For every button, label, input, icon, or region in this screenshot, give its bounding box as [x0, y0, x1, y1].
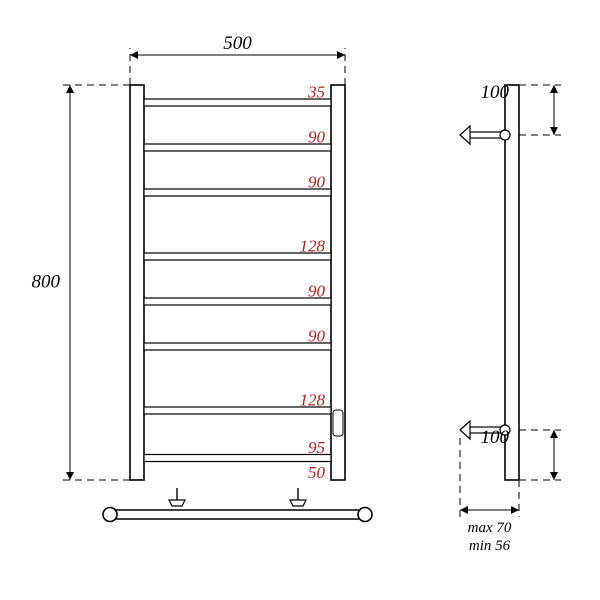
- segment-label: 95: [308, 438, 325, 457]
- lower-bar: [103, 488, 372, 522]
- dimension-height: [63, 85, 130, 480]
- rung: [144, 455, 331, 462]
- top-offset-label: 100: [481, 82, 510, 103]
- segment-label: 90: [308, 173, 326, 192]
- segment-label: 50: [308, 463, 326, 482]
- segment-label: 90: [308, 282, 326, 301]
- rung: [144, 298, 331, 305]
- bottom-offset-label: 100: [481, 427, 510, 448]
- segment-label: 35: [307, 83, 325, 102]
- dimension-top-offset: [519, 85, 561, 135]
- thermostat: [333, 410, 343, 436]
- rung: [144, 189, 331, 196]
- width-label: 500: [223, 33, 252, 54]
- segment-label: 90: [308, 327, 326, 346]
- segment-label: 128: [300, 391, 326, 410]
- side-elevation: [460, 85, 519, 480]
- segment-label: 90: [308, 128, 326, 147]
- rung: [144, 343, 331, 350]
- dimension-bottom-offset: [519, 430, 561, 480]
- rung: [144, 144, 331, 151]
- rung: [144, 99, 331, 106]
- height-label: 800: [32, 272, 61, 293]
- segment-label: 128: [300, 237, 326, 256]
- depth-min-label: min 56: [469, 538, 511, 554]
- depth-max-label: max 70: [468, 520, 512, 536]
